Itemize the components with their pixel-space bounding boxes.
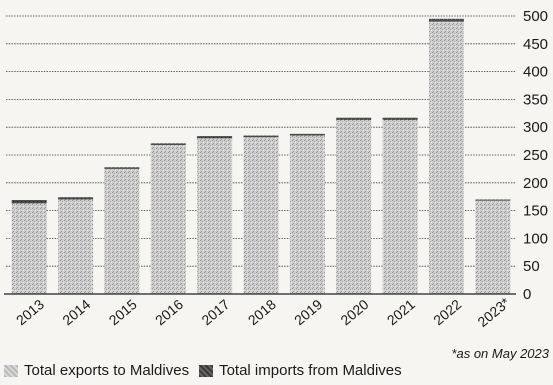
bar-exports-2017: [197, 138, 233, 294]
x-tick-label-2019: 2019: [291, 296, 325, 328]
bar-exports-2016: [150, 144, 186, 294]
bar-imports-2019: [289, 133, 325, 136]
bar-exports-2022: [428, 21, 464, 295]
x-tick-label-2015: 2015: [106, 296, 140, 328]
x-tick-label-2017: 2017: [198, 296, 232, 328]
y-tick-label-500: 500: [523, 8, 548, 25]
legend-item-exports: Total exports to Maldives: [4, 362, 189, 379]
y-tick-label-400: 400: [523, 64, 548, 81]
legend-item-imports: Total imports from Maldives: [199, 362, 402, 379]
y-tick-label-450: 450: [523, 36, 548, 53]
x-tick-label-2020: 2020: [337, 296, 371, 328]
bar-exports-2023*: [475, 200, 511, 294]
bar-exports-2019: [289, 135, 325, 294]
bar-exports-2020: [336, 119, 372, 294]
x-tick-label-2023*: 2023*: [474, 294, 513, 330]
y-tick-label-300: 300: [523, 119, 548, 136]
legend: Total exports to Maldives Total imports …: [4, 362, 402, 379]
bar-imports-2014: [58, 197, 94, 200]
y-tick-label-50: 50: [523, 258, 540, 275]
bar-imports-2013: [11, 200, 47, 204]
bar-imports-2018: [243, 135, 279, 138]
legend-label-imports: Total imports from Maldives: [219, 362, 402, 379]
bar-exports-2015: [104, 168, 140, 294]
y-tick-label-200: 200: [523, 175, 548, 192]
bar-imports-2021: [382, 117, 418, 120]
y-tick-label-150: 150: [523, 203, 548, 220]
bar-imports-2015: [104, 167, 140, 169]
bar-imports-2017: [197, 136, 233, 139]
x-tick-label-2013: 2013: [13, 296, 47, 328]
footnote: *as on May 2023: [451, 346, 549, 361]
y-axis-ticks: 0 50 100 150 200 250 300 350 400 450 500: [523, 8, 548, 303]
x-tick-label-2016: 2016: [152, 296, 186, 328]
bars: [11, 18, 511, 295]
x-tick-label-2014: 2014: [59, 296, 93, 328]
y-tick-label-250: 250: [523, 147, 548, 164]
bar-exports-2014: [58, 199, 94, 294]
y-tick-label-350: 350: [523, 91, 548, 108]
x-axis-ticks: 2013 2014 2015 2016 2017 2018 2019 2020 2021 2022…: [13, 294, 513, 330]
y-tick-label-100: 100: [523, 230, 548, 247]
bar-exports-2018: [243, 137, 279, 294]
legend-label-exports: Total exports to Maldives: [24, 362, 190, 379]
legend-swatch-imports: [199, 364, 214, 377]
bar-imports-2023*: [475, 199, 511, 201]
x-tick-label-2022: 2022: [430, 296, 464, 328]
bar-imports-2022: [428, 18, 464, 22]
x-tick-label-2018: 2018: [245, 296, 279, 328]
bar-exports-2013: [11, 203, 47, 294]
legend-swatch-exports: [4, 364, 18, 377]
y-tick-label-0: 0: [523, 286, 531, 303]
bar-imports-2016: [150, 143, 186, 145]
bar-imports-2020: [336, 117, 372, 120]
x-tick-label-2021: 2021: [384, 296, 418, 328]
bar-exports-2021: [382, 119, 418, 294]
